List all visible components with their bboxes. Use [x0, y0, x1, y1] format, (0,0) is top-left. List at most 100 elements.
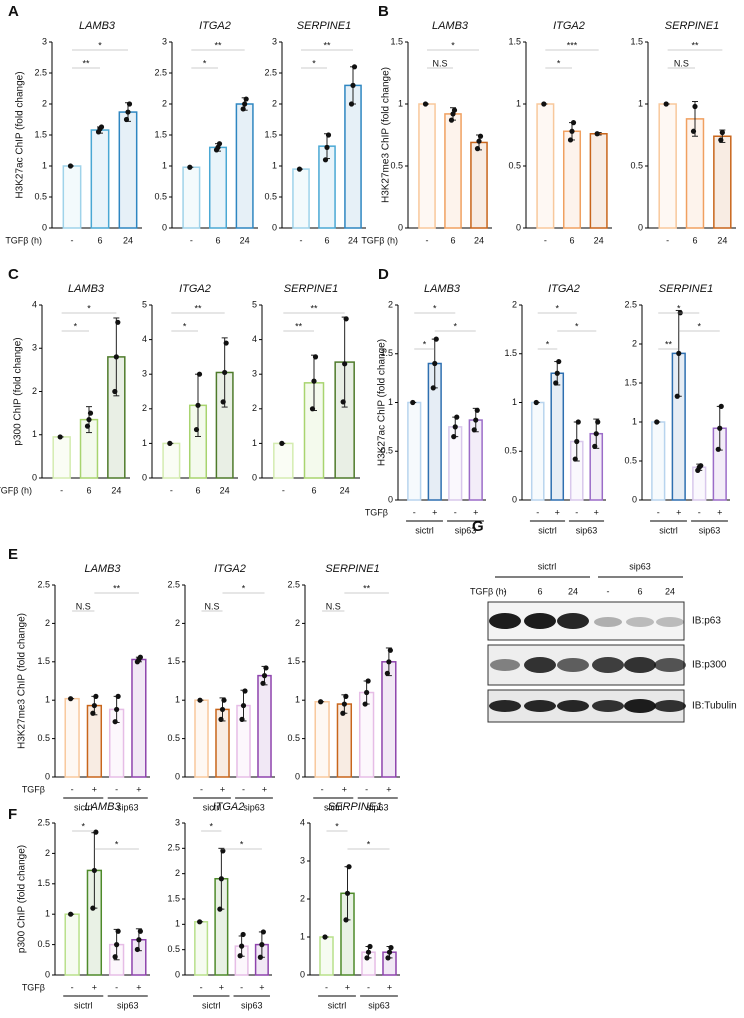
- data-point: [471, 427, 477, 433]
- bands: [489, 613, 686, 713]
- data-point: [68, 696, 74, 702]
- data-point: [221, 697, 227, 703]
- data-point: [324, 144, 330, 150]
- bar: [550, 372, 565, 501]
- group-label: sip63: [455, 525, 477, 535]
- y-tick-label: 0.5: [624, 455, 637, 465]
- data-point: [452, 424, 458, 430]
- data-point: [340, 399, 346, 405]
- data-point: [541, 101, 547, 107]
- y-tick-label: 1: [638, 98, 643, 108]
- significance-label: **: [691, 40, 699, 50]
- data-point: [350, 82, 356, 88]
- y-tick-label: 1: [516, 98, 521, 108]
- data-point: [387, 647, 393, 653]
- data-point: [260, 680, 266, 686]
- data-point: [197, 919, 203, 925]
- data-point: [86, 417, 92, 423]
- significance-label: *: [240, 839, 244, 849]
- y-tick-label: 1.5: [154, 129, 167, 139]
- data-point: [67, 163, 74, 169]
- data-point: [237, 953, 243, 959]
- y-tick-label: 4: [32, 299, 37, 309]
- y-tick-label: 2.5: [287, 579, 300, 589]
- significance-label: *: [423, 339, 427, 349]
- x-axis-label: TGFβ (h): [5, 235, 42, 245]
- lane-label: -: [607, 586, 610, 596]
- y-tick-label: 0: [252, 472, 257, 482]
- x-tick-label: -: [544, 235, 547, 245]
- data-point: [195, 402, 201, 408]
- y-tick-label: 0.5: [167, 733, 180, 743]
- x-tick-label: -: [60, 485, 63, 495]
- group-label: sip63: [367, 802, 389, 812]
- y-tick-label: 0: [175, 969, 180, 979]
- panel-letter: F: [8, 806, 17, 823]
- x-tick-label: -: [115, 982, 118, 992]
- chart-title: SERPINE1: [328, 801, 382, 813]
- data-point: [240, 702, 247, 709]
- bar: [118, 111, 138, 229]
- y-tick-label: 3: [272, 36, 277, 46]
- significance-label: *: [367, 839, 371, 849]
- data-point: [126, 101, 133, 107]
- y-tick-label: 2: [632, 338, 637, 348]
- data-point: [218, 876, 224, 882]
- x-tick-label: -: [71, 784, 74, 794]
- significance-label: *: [677, 303, 681, 313]
- bar: [651, 421, 666, 501]
- x-tick-label: 24: [240, 235, 250, 245]
- x-tick-label: -: [325, 982, 328, 992]
- data-point: [239, 716, 245, 723]
- y-tick-label: 2.5: [37, 579, 50, 589]
- data-point: [663, 101, 669, 107]
- y-tick-label: 1: [398, 98, 403, 108]
- significance-label: *: [335, 821, 339, 831]
- x-tick-label: +: [594, 507, 599, 517]
- data-point: [223, 340, 229, 346]
- y-tick-label: 0.5: [508, 160, 521, 170]
- x-tick-label: -: [454, 507, 457, 517]
- x-tick-label: +: [386, 784, 391, 794]
- y-tick-label: 2: [42, 98, 47, 108]
- x-tick-label: -: [282, 485, 285, 495]
- x-tick-label: 24: [111, 485, 121, 495]
- x-tick-label: +: [342, 784, 347, 794]
- y-tick-label: 0: [388, 494, 393, 504]
- y-tick-label: 2.5: [167, 843, 180, 853]
- probe-label: IB:p63: [692, 616, 721, 627]
- data-point: [325, 132, 332, 138]
- group-label: sip63: [576, 525, 598, 535]
- data-point: [474, 146, 481, 152]
- significance-label: N.S: [204, 601, 219, 611]
- x-tick-label: +: [136, 982, 141, 992]
- significance-label: *: [697, 321, 701, 331]
- y-tick-label: 0: [142, 472, 147, 482]
- y-tick-label: 0: [175, 771, 180, 781]
- data-point: [279, 440, 285, 446]
- chart-title: ITGA2: [553, 20, 585, 32]
- x-tick-label: -: [321, 784, 324, 794]
- y-tick-label: 1: [300, 931, 305, 941]
- chart-title: SERPINE1: [297, 20, 351, 32]
- data-point: [243, 96, 249, 102]
- x-tick-label: 24: [717, 235, 727, 245]
- panel-letter: C: [8, 266, 19, 283]
- probe-label: IB:Tubulin: [692, 701, 737, 712]
- data-point: [91, 702, 97, 709]
- y-tick-label: 0: [512, 494, 517, 504]
- data-point: [340, 710, 346, 716]
- data-point: [259, 942, 265, 948]
- data-point: [343, 917, 349, 923]
- data-point: [220, 848, 226, 854]
- chart-title: LAMB3: [424, 283, 461, 295]
- chart-title: SERPINE1: [284, 283, 338, 295]
- data-point: [556, 358, 562, 365]
- significance-label: *: [451, 40, 455, 50]
- y-tick-label: 0.5: [264, 191, 277, 201]
- y-tick-label: 4: [142, 334, 147, 344]
- significance-label: **: [665, 339, 673, 349]
- data-point: [364, 955, 370, 961]
- y-tick-label: 2: [295, 618, 300, 628]
- y-axis-label: H3K27ac ChIP (fold change): [377, 339, 388, 466]
